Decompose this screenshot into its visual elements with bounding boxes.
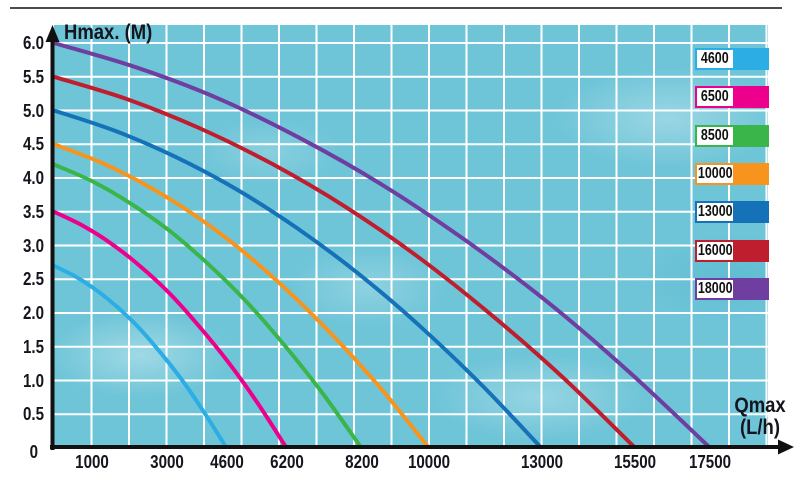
y-tick-label-5.0: 5.0 [22,100,44,121]
legend-color-swatch [735,86,769,109]
y-axis-title: Hmax. (M) [64,21,153,44]
legend-label: 10000 [697,164,733,182]
legend-label-box: 6500 [695,86,735,109]
legend-item-4600: 4600 [695,48,769,70]
top-border-line [10,7,782,9]
y-axis-arrow-icon [45,25,60,42]
legend-label-box: 18000 [695,277,735,300]
legend-label: 16000 [697,241,733,259]
y-tick-label-4.0: 4.0 [22,168,44,188]
x-axis-arrow-icon [778,439,794,455]
legend-label-box: 16000 [695,239,735,262]
origin-tick-label: 0 [29,442,38,462]
legend-item-8500: 8500 [695,124,769,147]
y-tick-label-3.5: 3.5 [22,201,44,222]
y-tick-label-1.5: 1.5 [22,336,44,357]
legend-label: 4600 [701,50,729,67]
y-tick-label-4.5: 4.5 [22,134,44,155]
x-axis-title-line1: Qmax [734,394,786,417]
y-tick-label-2.0: 2.0 [22,303,44,323]
x-tick-label-4600: 4600 [209,452,244,472]
x-tick-label-1000: 1000 [74,452,109,472]
plot-area-background [54,25,768,448]
x-axis-title: Qmax (L/h) [718,395,800,439]
legend-color-swatch [735,48,769,70]
legend-color-swatch [735,201,769,224]
legend-label-box: 8500 [695,124,735,147]
y-tick-label-5.5: 5.5 [22,66,44,87]
legend-color-swatch [735,124,769,147]
legend-color-swatch [735,162,769,185]
x-tick-label-15500: 15500 [614,452,657,472]
y-tick-label-6.0: 6.0 [22,33,44,53]
legend-label: 6500 [701,88,729,106]
y-tick-label-0.5: 0.5 [22,404,44,425]
y-tick-label-2.5: 2.5 [22,269,44,290]
legend-item-16000: 16000 [695,239,769,262]
x-axis-title-line2: (L/h) [739,416,781,439]
y-tick-label-1.0: 1.0 [22,370,44,391]
legend-label: 8500 [701,126,729,144]
legend-label-box: 13000 [695,201,735,224]
grid [54,25,768,448]
legend-item-10000: 10000 [695,162,769,185]
curve-13000 [52,108,544,448]
x-tick-label-6200: 6200 [269,452,304,472]
curve-6500 [52,209,289,448]
legend-label: 13000 [697,203,733,221]
x-tick-label-8200: 8200 [344,452,379,472]
legend-label-box: 4600 [695,48,735,70]
legend-label-box: 10000 [695,162,735,185]
legend-label: 18000 [697,279,733,297]
x-tick-label-13000: 13000 [520,452,563,472]
curve-10000 [52,142,431,448]
curve-8500 [52,162,364,448]
legend-item-18000: 18000 [695,277,769,300]
legend-item-13000: 13000 [695,201,769,224]
curve-18000 [52,41,713,448]
legend-item-6500: 6500 [695,86,769,109]
legend-color-swatch [735,277,769,300]
y-tick-label-3.0: 3.0 [22,235,44,256]
x-tick-label-17500: 17500 [689,452,732,472]
legend-color-swatch [735,239,769,262]
x-tick-label-3000: 3000 [149,452,184,472]
curve-16000 [52,74,638,448]
curve-4600 [52,263,229,448]
x-tick-label-10000: 10000 [407,452,451,472]
